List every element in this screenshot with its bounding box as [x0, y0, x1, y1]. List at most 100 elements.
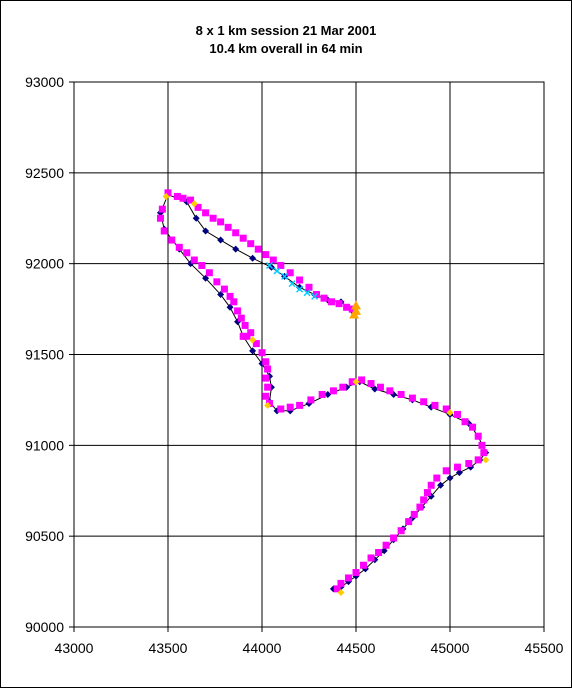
series-3-point [190, 200, 198, 208]
chart-subtitle: 10.4 km overall in 64 min [209, 41, 363, 56]
series-1-point [352, 569, 360, 576]
series-1-point [175, 243, 183, 251]
series-1-point [239, 332, 247, 340]
series-1-point [408, 394, 416, 402]
series-1-point [376, 383, 384, 391]
series-1-point [478, 441, 486, 449]
series-1-point [423, 489, 431, 497]
series-1-point [226, 292, 234, 300]
series-0-point [296, 283, 304, 291]
series-1-point [164, 189, 172, 197]
x-tick-label: 44000 [243, 640, 282, 656]
series-1-point [168, 236, 176, 244]
series-1-point [262, 374, 270, 382]
series-1-point [269, 256, 277, 264]
series-4-point [265, 261, 274, 270]
series-1-point [209, 214, 217, 222]
series-1-point [416, 503, 424, 511]
series-1-point [465, 460, 473, 467]
series-1-point [213, 278, 221, 286]
series-1-point [307, 396, 315, 404]
series-1-point [474, 456, 482, 464]
series-1-point [410, 510, 418, 518]
series-1-point [333, 585, 341, 593]
series-1-point [318, 390, 326, 398]
series-1-point [367, 380, 375, 388]
series-3-point [482, 456, 490, 464]
series-1-point [183, 249, 191, 257]
series-1-point [277, 405, 285, 413]
series-1-point [337, 579, 345, 587]
series-1-point [367, 554, 375, 562]
series-4-point [273, 267, 281, 275]
series-0-point [380, 547, 388, 555]
series-4-point [296, 285, 304, 293]
series-1-point [442, 467, 450, 475]
series-1-point [262, 392, 270, 400]
series-1-point [217, 218, 225, 226]
series-1-point [173, 192, 181, 200]
series-1-point [205, 269, 213, 277]
series-1-point [230, 298, 238, 306]
series-4-point [281, 272, 289, 280]
series-1-point [397, 390, 405, 398]
series-1-point [237, 314, 245, 322]
series-1-point [286, 403, 294, 411]
series-3-point [162, 192, 170, 200]
series-3-point [337, 588, 345, 596]
series-1-point [194, 203, 202, 211]
series-1-point [386, 387, 394, 395]
series-1-point [239, 234, 247, 242]
series-0-point [455, 469, 463, 477]
x-tick-label: 43500 [149, 640, 188, 656]
series-0-point [437, 481, 445, 489]
series-4-point [311, 292, 319, 300]
series-1-point [264, 383, 272, 391]
series-1-point [480, 449, 488, 457]
series-1-point [454, 463, 462, 471]
series-0-point [217, 291, 225, 299]
series-1-point [469, 423, 477, 431]
series-1-point [442, 405, 450, 413]
series-1-point [243, 332, 251, 340]
chart-title-block: 8 x 1 km session 21 Mar 2001 10.4 km ove… [0, 22, 572, 58]
y-tick-label: 91000 [25, 437, 64, 453]
series-1-point [348, 378, 356, 386]
series-1-point [461, 418, 469, 426]
series-0-point [202, 274, 210, 282]
series-1-point [420, 398, 428, 406]
chart-title: 8 x 1 km session 21 Mar 2001 [195, 23, 377, 38]
series-0-point [249, 254, 257, 262]
series-0-point [192, 214, 200, 222]
series-1-point [474, 432, 482, 440]
series-1-point [158, 205, 166, 213]
series-1-point [329, 387, 337, 395]
series-3-point [249, 336, 257, 344]
series-1-point [427, 481, 435, 489]
series-1-point [328, 298, 336, 306]
series-0-point [202, 227, 210, 235]
series-1-point [247, 329, 255, 337]
y-tick-label: 93000 [25, 74, 64, 90]
series-1-point [305, 283, 313, 291]
series-0-point [217, 236, 225, 244]
series-1-point [254, 245, 262, 253]
series-0-point [249, 347, 257, 355]
series-1-point [262, 358, 270, 366]
series-1-point [220, 285, 228, 293]
series-1-point [375, 549, 383, 557]
series-1-point [296, 276, 304, 284]
series-4-point [288, 280, 296, 288]
series-1-point [179, 194, 187, 202]
series-0-point [371, 385, 379, 393]
series-2-point [351, 300, 361, 310]
series-1-point [433, 474, 441, 482]
series-1-point [187, 196, 195, 204]
series-1-point [397, 527, 405, 535]
series-0-point [226, 303, 234, 311]
series-3-point [446, 409, 454, 417]
series-1-point [358, 376, 366, 384]
series-1-point [190, 256, 198, 264]
series-1-point [160, 227, 168, 235]
